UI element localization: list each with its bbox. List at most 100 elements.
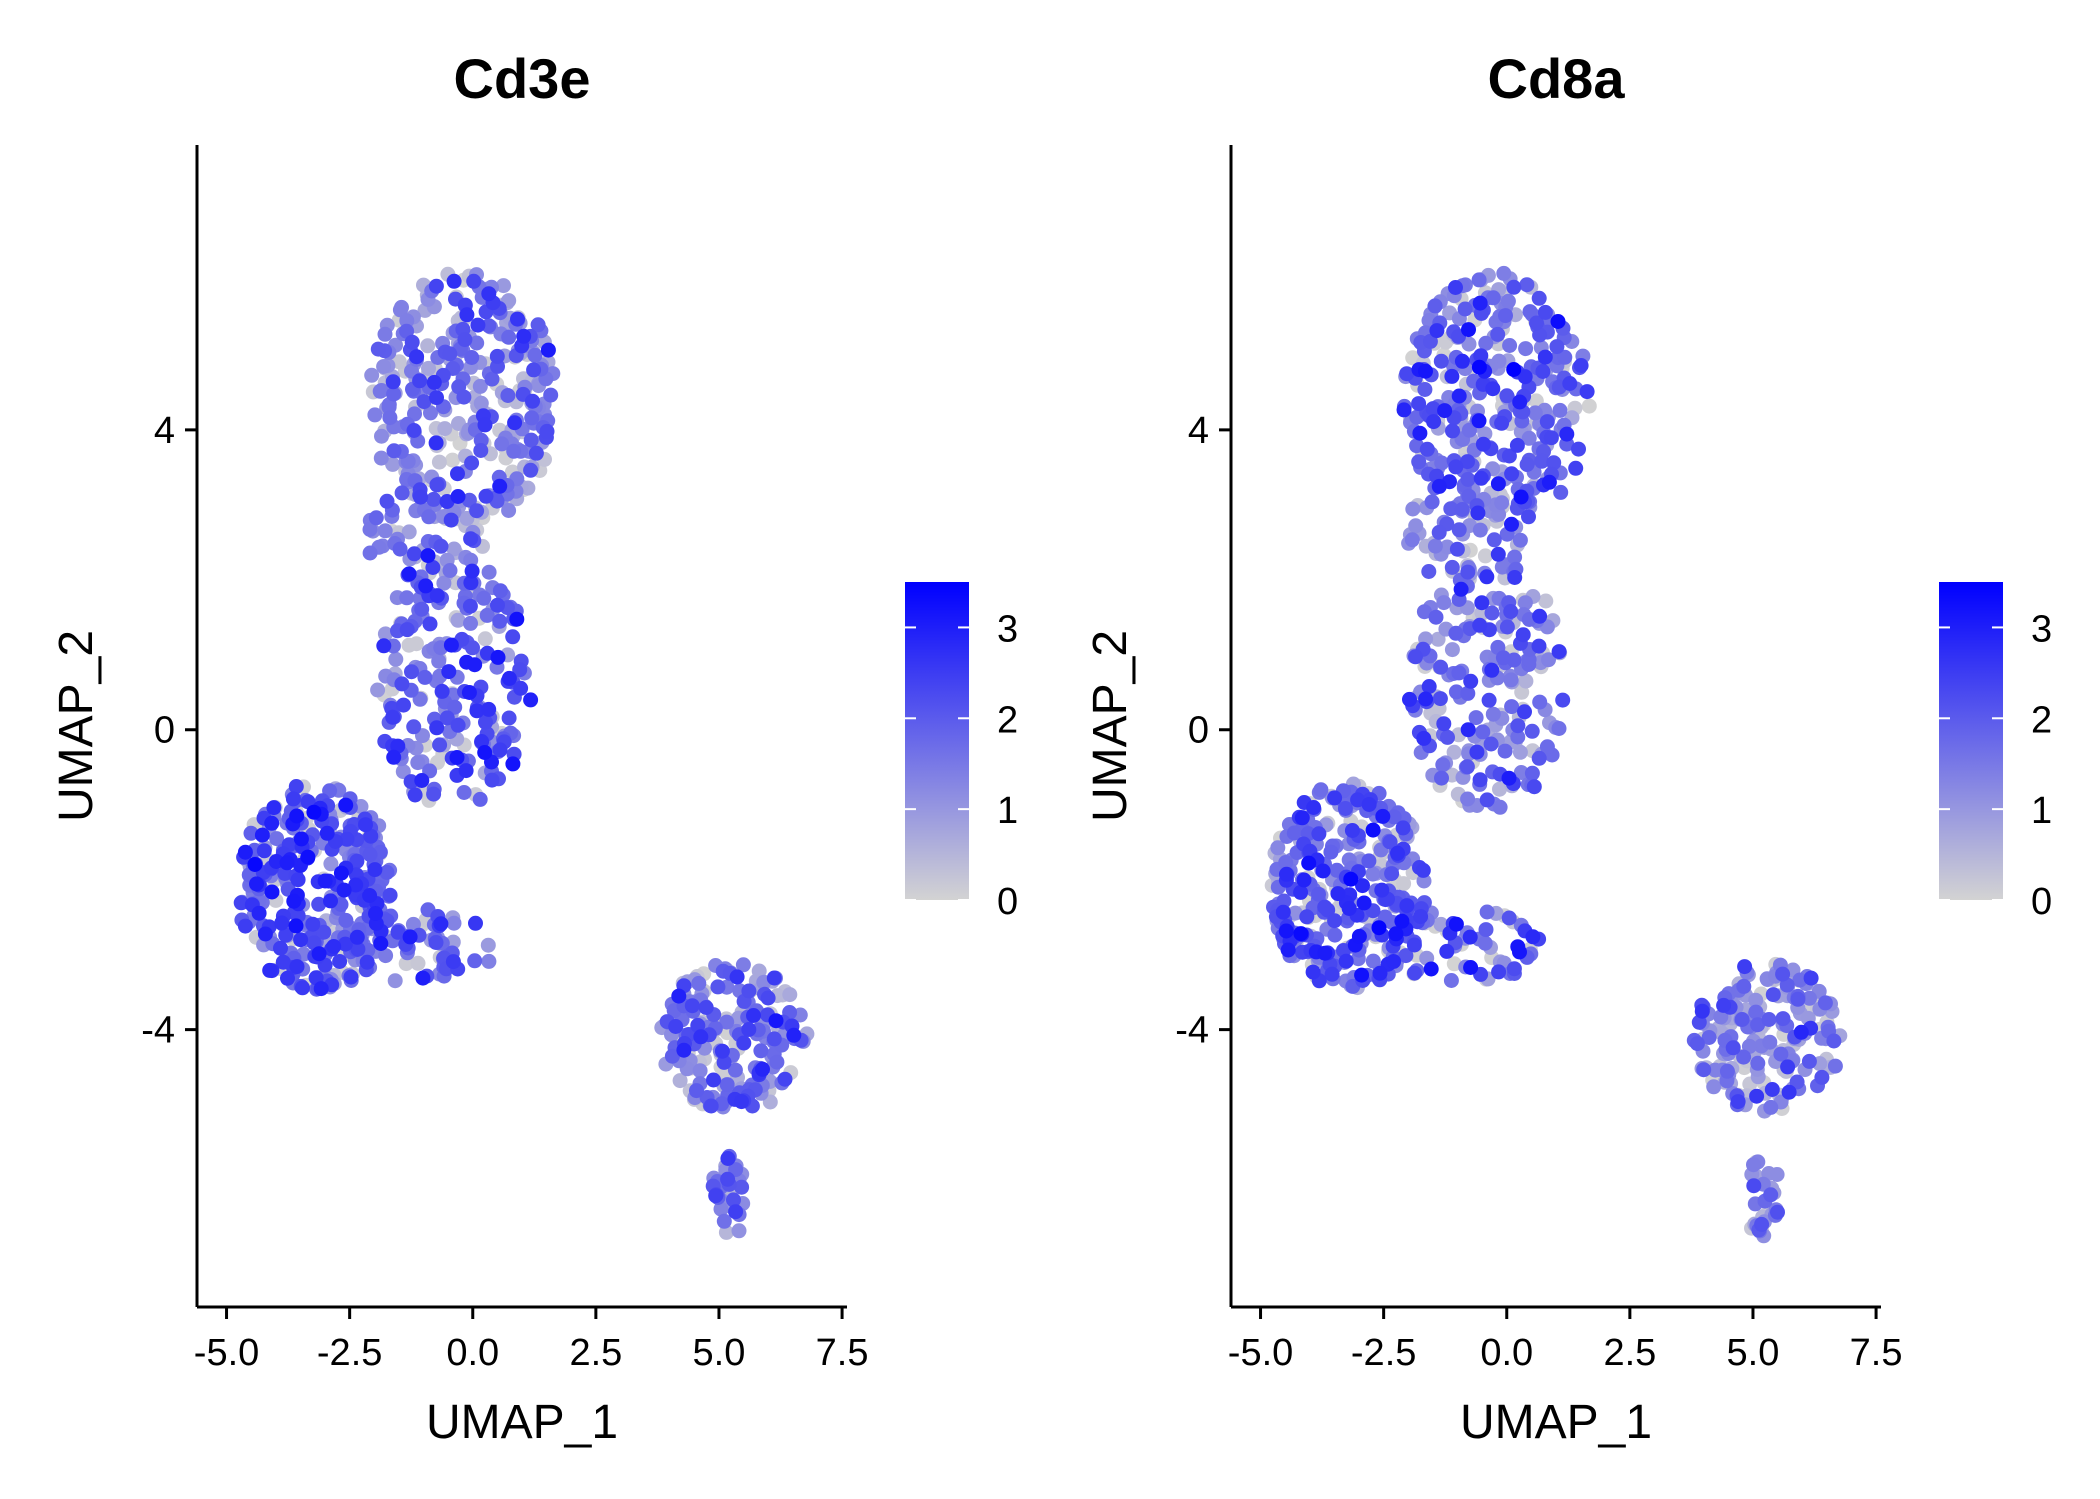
- data-point: [377, 523, 393, 539]
- data-point: [237, 844, 253, 860]
- data-point: [1313, 782, 1329, 798]
- data-point: [716, 1213, 732, 1229]
- data-point: [1764, 1082, 1780, 1097]
- data-point: [1457, 301, 1473, 317]
- data-point: [527, 347, 543, 363]
- data-point: [413, 489, 429, 505]
- data-point: [436, 575, 452, 591]
- data-point: [1521, 509, 1536, 525]
- data-point: [401, 637, 417, 653]
- data-point: [477, 417, 493, 433]
- data-point: [1475, 436, 1491, 452]
- data-point: [1448, 916, 1464, 932]
- data-point: [1496, 265, 1512, 281]
- data-point: [1431, 478, 1447, 494]
- data-point: [348, 877, 364, 893]
- data-point: [1501, 770, 1517, 786]
- data-point: [1541, 474, 1557, 490]
- data-point: [1429, 323, 1445, 339]
- data-point: [490, 597, 505, 613]
- data-point: [1790, 991, 1806, 1007]
- data-point: [1494, 415, 1510, 431]
- data-point: [1527, 405, 1543, 421]
- data-point: [449, 750, 465, 765]
- data-point: [481, 701, 497, 717]
- data-point: [1468, 710, 1484, 726]
- data-point: [469, 335, 485, 351]
- data-point: [496, 278, 511, 294]
- data-point: [1551, 644, 1567, 660]
- data-point: [429, 588, 445, 604]
- data-point: [254, 827, 270, 843]
- data-point: [526, 362, 542, 378]
- data-point: [446, 273, 462, 289]
- data-point: [734, 1179, 750, 1195]
- x-tick-label: -5.0: [194, 1332, 259, 1374]
- data-point: [1694, 1003, 1710, 1019]
- data-point: [1473, 470, 1489, 486]
- data-point: [1278, 923, 1294, 939]
- data-point: [1581, 398, 1597, 414]
- data-point: [1549, 339, 1565, 355]
- data-point: [1411, 396, 1427, 412]
- x-ticks: -5.0 -2.5 0.0 2.5 5.0 7.5: [194, 1307, 868, 1374]
- data-point: [1343, 871, 1359, 887]
- data-point: [703, 1098, 719, 1114]
- data-point: [456, 785, 472, 800]
- panel-title: Cd8a: [1488, 47, 1626, 110]
- data-point: [363, 828, 379, 844]
- x-tick-label: 0.0: [1480, 1332, 1533, 1374]
- data-point: [1504, 699, 1520, 715]
- data-point: [379, 864, 395, 880]
- data-point: [319, 825, 335, 841]
- data-point: [1471, 413, 1487, 429]
- data-point: [1433, 659, 1449, 675]
- data-point: [509, 611, 525, 627]
- data-point: [479, 607, 495, 623]
- data-point: [343, 969, 359, 985]
- data-point: [367, 862, 383, 878]
- data-point: [446, 915, 462, 931]
- data-point: [484, 371, 500, 387]
- data-point: [1483, 736, 1499, 752]
- data-point: [1436, 716, 1452, 732]
- y-tick-label: 4: [154, 410, 175, 452]
- data-point: [1513, 765, 1529, 780]
- data-point: [1749, 1088, 1765, 1104]
- data-point: [447, 699, 463, 715]
- data-point: [1278, 855, 1294, 870]
- data-point: [323, 856, 339, 872]
- data-point: [524, 410, 540, 426]
- data-point: [1696, 1062, 1712, 1078]
- y-tick-label: 0: [1188, 710, 1209, 752]
- data-point: [1801, 1053, 1817, 1069]
- data-point: [1515, 627, 1531, 643]
- data-point: [404, 664, 419, 680]
- data-point: [293, 932, 309, 948]
- data-point: [249, 876, 264, 892]
- data-point: [429, 720, 445, 736]
- data-point: [1341, 901, 1357, 916]
- data-point: [1444, 368, 1460, 384]
- data-point: [311, 896, 327, 912]
- color-bar: [1939, 582, 2003, 900]
- data-point: [507, 415, 523, 431]
- data-point: [1432, 691, 1448, 707]
- data-point: [1406, 937, 1422, 953]
- data-point: [401, 524, 417, 540]
- data-point: [402, 929, 418, 945]
- data-point: [523, 692, 539, 708]
- data-point: [1416, 730, 1432, 746]
- data-point: [1701, 1030, 1717, 1045]
- data-point: [1529, 315, 1544, 331]
- data-point: [385, 709, 401, 725]
- data-point: [305, 916, 321, 932]
- data-point: [1521, 430, 1537, 446]
- data-point: [513, 680, 529, 696]
- data-point: [1437, 403, 1453, 419]
- data-point: [1448, 280, 1463, 295]
- data-point: [664, 1048, 680, 1064]
- data-point: [1485, 381, 1501, 397]
- data-point: [407, 787, 423, 803]
